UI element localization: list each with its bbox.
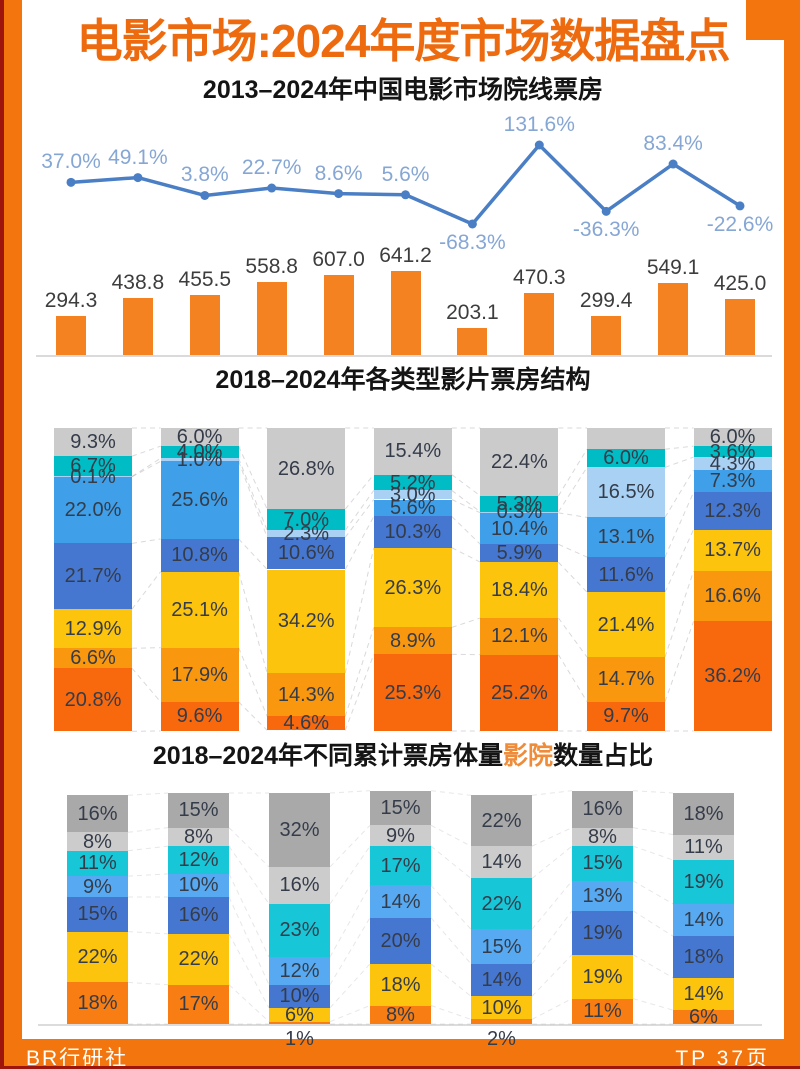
chart3-title-prefix: 2018–2024年不同累计票房体量 xyxy=(152,742,504,770)
footer-page-number: TP 37页 xyxy=(675,1047,770,1069)
footer-brand: BR行研社 xyxy=(26,1047,129,1069)
chart2-title: 2018–2024年各类型影片票房结构 xyxy=(215,366,591,394)
chart1-title: 2013–2024年中国电影市场院线票房 xyxy=(202,76,604,104)
frame-corner xyxy=(746,0,800,40)
chart3-title-highlight: 影院 xyxy=(503,742,554,770)
page-title: 电影市场:2024年度市场数据盘点 xyxy=(76,15,731,67)
chart3-title-suffix: 数量占比 xyxy=(553,742,654,770)
chart3-title: 2018–2024年不同累计票房体量影院数量占比 xyxy=(22,740,784,772)
page-edge-bottom xyxy=(0,1066,800,1069)
page-edge-left xyxy=(0,0,4,1069)
content-card xyxy=(22,0,784,1039)
